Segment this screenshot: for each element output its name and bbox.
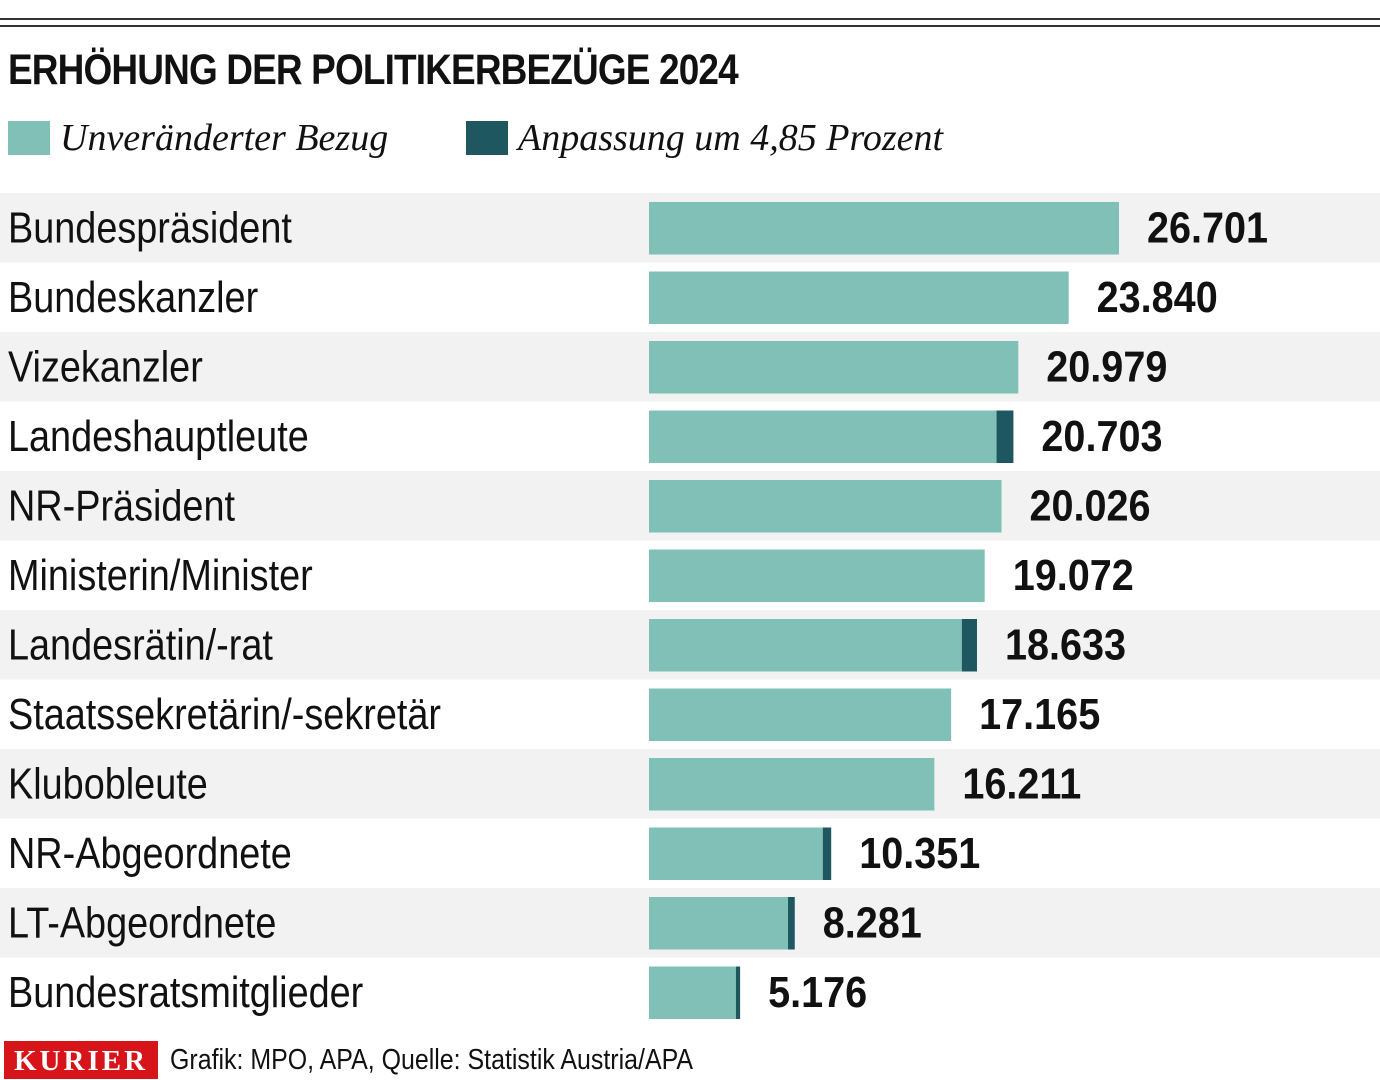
bar-increase bbox=[788, 897, 795, 950]
category-label: Bundesratsmitglieder bbox=[8, 968, 363, 1017]
bar-base bbox=[649, 966, 736, 1019]
category-label: Ministerin/Minister bbox=[8, 551, 313, 600]
bar-base bbox=[649, 341, 1019, 394]
value-label: 5.176 bbox=[768, 967, 867, 1016]
value-label: 20.703 bbox=[1041, 411, 1162, 460]
value-label: 8.281 bbox=[823, 898, 922, 947]
bar-base bbox=[649, 410, 997, 463]
bar-base bbox=[649, 271, 1069, 324]
bar-increase bbox=[961, 619, 977, 672]
bar-base bbox=[649, 549, 985, 602]
category-label: Bundeskanzler bbox=[8, 273, 258, 322]
category-label: Vizekanzler bbox=[8, 342, 203, 391]
category-label: LT-Abgeordnete bbox=[8, 898, 276, 947]
bar-increase bbox=[996, 410, 1014, 463]
value-label: 20.026 bbox=[1030, 481, 1151, 530]
category-label: Klubobleute bbox=[8, 759, 208, 808]
value-label: 23.840 bbox=[1097, 272, 1218, 321]
bar-base bbox=[649, 897, 789, 950]
legend-label-increase: Anpassung um 4,85 Prozent bbox=[518, 117, 944, 159]
category-label: Landesrätin/-rat bbox=[8, 620, 273, 669]
category-label: Bundespräsident bbox=[8, 203, 292, 252]
value-label: 17.165 bbox=[979, 689, 1100, 738]
value-label: 10.351 bbox=[859, 828, 980, 877]
footer: KURIER Grafik: MPO, APA, Quelle: Statist… bbox=[0, 1040, 778, 1080]
bar-base bbox=[649, 619, 962, 672]
legend-label-base: Unveränderter Bezug bbox=[60, 117, 389, 159]
kurier-logo: KURIER bbox=[4, 1041, 159, 1079]
legend-swatch-base bbox=[8, 121, 50, 155]
bar-chart: Bundespräsident 26.701 Bundeskanzler 23.840… bbox=[0, 193, 1380, 1019]
bar-increase bbox=[822, 827, 832, 880]
chart-title: ERHÖHUNG DER POLITIKERBEZÜGE 2024 bbox=[8, 46, 739, 94]
bar-base bbox=[649, 827, 823, 880]
top-rule-2 bbox=[0, 25, 1380, 27]
bar-increase bbox=[735, 966, 741, 1019]
source-note: Grafik: MPO, APA, Quelle: Statistik Aust… bbox=[170, 1043, 694, 1076]
bar-base bbox=[649, 688, 952, 741]
legend-item-base: Unveränderter Bezug bbox=[8, 116, 388, 160]
value-label: 16.211 bbox=[962, 759, 1081, 808]
bar-base bbox=[649, 758, 935, 811]
legend-item-increase: Anpassung um 4,85 Prozent bbox=[466, 116, 943, 160]
category-label: Staatssekretärin/-sekretär bbox=[8, 690, 441, 739]
bar-base bbox=[649, 480, 1002, 533]
value-label: 20.979 bbox=[1046, 342, 1167, 391]
category-label: NR-Präsident bbox=[8, 481, 236, 530]
value-label: 18.633 bbox=[1005, 620, 1126, 669]
value-label: 26.701 bbox=[1147, 203, 1268, 252]
value-label: 19.072 bbox=[1013, 550, 1134, 599]
bar-base bbox=[649, 202, 1119, 255]
top-rule-1 bbox=[0, 18, 1380, 20]
category-label: Landeshauptleute bbox=[8, 412, 309, 461]
category-label: NR-Abgeordnete bbox=[8, 829, 292, 878]
legend-swatch-increase bbox=[466, 121, 508, 155]
